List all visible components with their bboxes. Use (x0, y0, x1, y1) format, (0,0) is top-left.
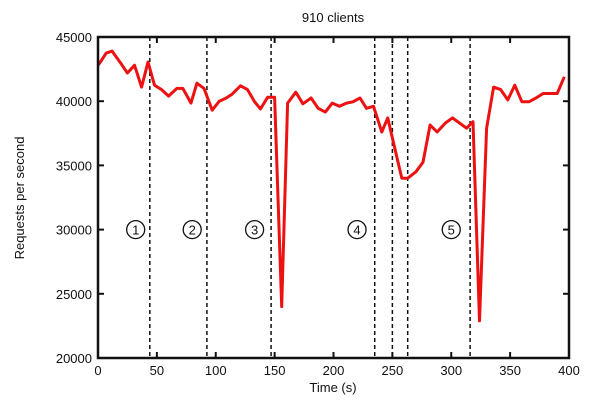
y-axis-label: Requests per second (12, 137, 27, 260)
series-line (98, 51, 564, 321)
phase-marker-label: 3 (251, 223, 258, 238)
x-axis-label: Time (s) (309, 380, 356, 395)
x-tick-label: 400 (558, 363, 580, 378)
y-tick-label: 20000 (56, 351, 92, 366)
y-tick-label: 40000 (56, 94, 92, 109)
y-tick-label: 35000 (56, 158, 92, 173)
x-tick-label: 100 (205, 363, 227, 378)
chart-title: 910 clients (302, 10, 365, 25)
x-tick-label: 150 (264, 363, 286, 378)
phase-marker-label: 4 (353, 223, 360, 238)
x-tick-label: 200 (323, 363, 345, 378)
x-tick-label: 50 (150, 363, 164, 378)
x-tick-label: 300 (440, 363, 462, 378)
x-tick-label: 0 (94, 363, 101, 378)
y-tick-label: 45000 (56, 30, 92, 45)
x-tick-label: 250 (382, 363, 404, 378)
y-tick-label: 25000 (56, 287, 92, 302)
plot-frame (98, 37, 569, 358)
phase-marker-label: 1 (132, 223, 139, 238)
phase-marker-label: 2 (189, 223, 196, 238)
x-tick-label: 350 (499, 363, 521, 378)
y-tick-label: 30000 (56, 223, 92, 238)
phase-marker-label: 5 (448, 223, 455, 238)
